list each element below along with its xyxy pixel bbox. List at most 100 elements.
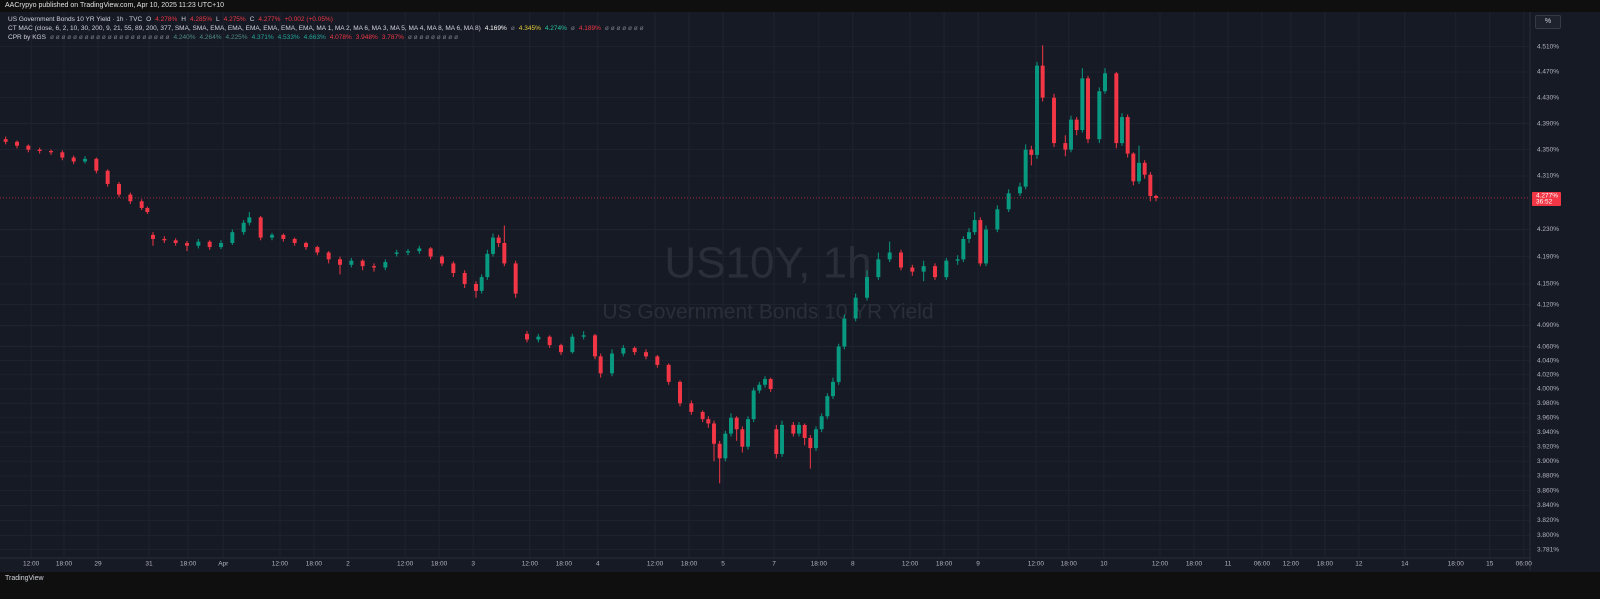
watermark-title: US Government Bonds 10 YR Yield — [602, 301, 933, 324]
candle-body — [1074, 119, 1079, 131]
x-tick-label: 18:00 — [1061, 561, 1078, 568]
candle-body — [3, 139, 8, 142]
legend-row: CT MAC (close, 6, 2, 10, 30, 200, 9, 21,… — [8, 24, 648, 33]
x-tick-label: 12:00 — [23, 561, 40, 568]
candle-body — [666, 364, 671, 382]
y-tick-label: 4.510% — [1537, 43, 1559, 50]
candle-body — [315, 247, 320, 253]
x-tick-label: 18:00 — [1186, 561, 1203, 568]
candle-body — [117, 183, 121, 195]
candle-body — [185, 243, 189, 246]
candle-body — [598, 356, 603, 374]
x-tick-label: 12:00 — [1152, 561, 1169, 568]
candle-body — [706, 419, 711, 424]
y-tick-label: 3.800% — [1537, 532, 1559, 539]
candle-body — [819, 416, 824, 430]
x-tick-label: 15 — [1486, 561, 1494, 568]
y-tick-label: 4.150% — [1537, 281, 1559, 288]
legend: US Government Bonds 10 YR Yield · 1h · T… — [8, 15, 648, 42]
legend-item: CT MAC (close, 6, 2, 10, 30, 200, 9, 21,… — [8, 25, 481, 32]
candle-body — [83, 158, 87, 162]
candle-body — [1137, 162, 1141, 182]
candle-body — [1035, 65, 1039, 155]
legend-item: 3.948% — [355, 34, 378, 41]
legend-item: 4.189% — [578, 25, 601, 32]
x-tick-label: 14 — [1401, 561, 1409, 568]
publisher-bar: AACrypyo published on TradingView.com, A… — [0, 0, 1600, 12]
legend-item: 4.275% — [223, 16, 246, 23]
countdown-label: 36:52 — [1536, 199, 1553, 206]
candle-body — [26, 145, 31, 150]
candle-body — [491, 237, 495, 254]
x-tick-label: 29 — [94, 561, 102, 568]
candle-body — [734, 417, 739, 430]
x-tick-label: 12:00 — [902, 561, 919, 568]
candle-body — [559, 345, 563, 353]
footer-logo: TradingView — [5, 575, 44, 582]
x-tick-label: 12:00 — [1028, 561, 1045, 568]
candle-body — [417, 248, 422, 252]
candle-body — [876, 259, 881, 278]
candle-body — [219, 243, 223, 248]
candle-body — [774, 429, 779, 454]
candle-body — [717, 443, 722, 459]
candle-body — [360, 260, 365, 267]
candle-body — [1142, 162, 1147, 175]
unit-button[interactable]: % — [1535, 15, 1561, 29]
candle-body — [723, 433, 728, 459]
candle-body — [270, 234, 274, 238]
chart-background — [0, 12, 1600, 572]
legend-row: CPR by KGS ø ø ø ø ø ø ø ø ø ø ø ø ø ø ø … — [8, 33, 648, 42]
candle-body — [406, 251, 410, 253]
candle-body — [593, 335, 597, 357]
candle-body — [451, 263, 456, 273]
candle-body — [995, 209, 1000, 230]
legend-item: 4.225% — [225, 34, 248, 41]
last-price-badge — [1532, 191, 1561, 206]
x-tick-label: 12:00 — [1283, 561, 1300, 568]
candle-body — [1040, 65, 1045, 98]
y-tick-label: 4.060% — [1537, 343, 1559, 350]
y-tick-label: 3.920% — [1537, 443, 1559, 450]
candle-body — [967, 232, 971, 239]
x-tick-label: 18:00 — [1448, 561, 1465, 568]
x-tick-label: 18:00 — [936, 561, 953, 568]
candle-body — [984, 229, 988, 264]
x-tick-label: 18:00 — [556, 561, 573, 568]
candle-body — [797, 424, 801, 434]
candle-body — [632, 347, 637, 353]
y-tick-label: 4.430% — [1537, 94, 1559, 101]
candle-body — [525, 333, 529, 340]
legend-item: 4.278% — [155, 16, 178, 23]
candle-body — [1086, 78, 1090, 140]
legend-item: ø ø ø ø ø ø ø — [604, 25, 644, 32]
legend-item: 4.285% — [189, 16, 213, 23]
candle-body — [207, 241, 212, 248]
candle-body — [700, 411, 705, 420]
x-tick-label: 9 — [976, 561, 980, 568]
x-tick-label: 10 — [1100, 561, 1108, 568]
candle-body — [326, 252, 331, 260]
candle-body — [853, 297, 858, 319]
candle-body — [479, 277, 484, 291]
candle-body — [581, 335, 586, 337]
watermark-symbol: US10Y, 1h — [664, 239, 871, 288]
y-tick-label: 3.940% — [1537, 429, 1559, 436]
legend-item: ø — [510, 25, 515, 32]
legend-item: 4.277% — [258, 16, 281, 23]
candle-body — [536, 336, 541, 340]
x-tick-label: 12:00 — [647, 561, 664, 568]
legend-item: +0.002 (+0.05%) — [284, 16, 333, 23]
candle-body — [241, 222, 246, 233]
candle-body — [485, 253, 490, 278]
x-tick-label: 12:00 — [397, 561, 414, 568]
legend-item: C — [249, 16, 255, 23]
x-tick-label: 12 — [1355, 561, 1363, 568]
candle-body — [978, 220, 983, 264]
candle-body — [825, 396, 830, 417]
candle-body — [621, 347, 626, 354]
candle-body — [944, 260, 949, 278]
x-tick-label: 18:00 — [1317, 561, 1334, 568]
candle-body — [751, 390, 756, 420]
